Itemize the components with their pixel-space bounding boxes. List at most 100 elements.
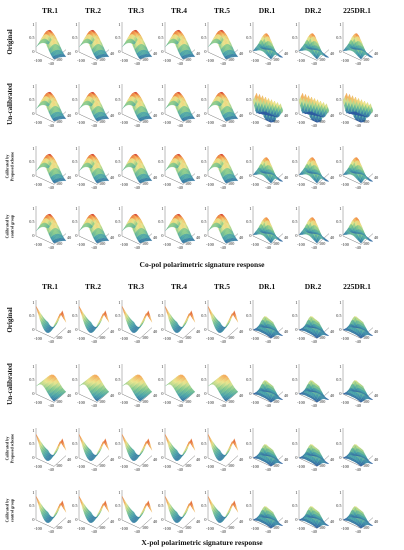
surface-patch: [132, 375, 136, 378]
x-tick-minus100: -100: [206, 242, 214, 247]
z-tick-0.5: 0.5: [158, 97, 163, 102]
z-tick-0.5: 0.5: [201, 377, 206, 382]
column-header-tr4: TR.4: [170, 282, 188, 291]
y-tick-40: 40: [330, 175, 334, 180]
z-tick-1: 1: [339, 206, 341, 211]
z-tick-0: 0: [161, 49, 163, 54]
z-tick-1: 1: [339, 300, 341, 305]
x-tick-minus100: -100: [77, 182, 85, 187]
surface-patch: [132, 41, 136, 45]
x-tick-minus40: -40: [265, 185, 271, 190]
z-tick-0: 0: [295, 233, 297, 238]
z-tick-0.5: 0.5: [201, 35, 206, 40]
z-tick-1: 1: [75, 146, 77, 151]
z-tick-1: 1: [295, 146, 297, 151]
y-tick-40: 40: [110, 175, 114, 180]
surface-patch: [309, 327, 313, 328]
z-tick-0: 0: [249, 327, 251, 332]
x-tick-minus100: -100: [163, 58, 171, 63]
x-tick-minus40: -40: [311, 339, 317, 344]
surface-patch: [218, 321, 223, 326]
z-tick-0.5: 0.5: [292, 35, 297, 40]
y-tick-40: 40: [330, 113, 334, 118]
z-tick-1: 1: [118, 146, 120, 151]
y-tick-100: 100: [228, 57, 234, 62]
z-tick-0: 0: [161, 173, 163, 178]
z-tick-0: 0: [118, 49, 120, 54]
x-tick-minus100: -100: [77, 400, 85, 405]
z-tick-0: 0: [32, 111, 34, 116]
x-tick-minus40: -40: [177, 185, 183, 190]
z-tick-0.5: 0.5: [246, 313, 251, 318]
z-tick-0.5: 0.5: [72, 159, 77, 164]
x-tick-minus40: -40: [91, 185, 97, 190]
z-tick-1: 1: [204, 22, 206, 27]
surface-patch: [132, 165, 136, 169]
column-header-tr3: TR.3: [127, 6, 145, 15]
x-tick-minus40: -40: [48, 403, 54, 408]
z-tick-0: 0: [118, 391, 120, 396]
z-tick-0: 0: [32, 49, 34, 54]
z-tick-1: 1: [339, 22, 341, 27]
surface-patch: [175, 41, 179, 45]
z-tick-0: 0: [75, 49, 77, 54]
y-tick-100: 100: [99, 399, 105, 404]
x-tick-minus100: -100: [297, 58, 305, 63]
z-tick-0: 0: [118, 111, 120, 116]
z-tick-0.5: 0.5: [158, 159, 163, 164]
y-tick-100: 100: [319, 57, 325, 62]
y-tick-40: 40: [196, 235, 200, 240]
x-tick-minus100: -100: [341, 242, 349, 247]
x-tick-minus100: -100: [251, 58, 259, 63]
column-header-tr4: TR.4: [170, 6, 188, 15]
z-tick-0: 0: [339, 111, 341, 116]
surface-patch: [309, 111, 314, 113]
axes-frame: [252, 300, 284, 339]
x-tick-minus40: -40: [48, 339, 54, 344]
z-tick-0.5: 0.5: [201, 313, 206, 318]
axes-frame: [298, 206, 330, 245]
x-tick-minus40: -40: [355, 339, 361, 344]
x-tick-minus100: -100: [34, 120, 42, 125]
column-header-225dr1: 225DR.1: [343, 6, 371, 15]
y-tick-40: 40: [153, 235, 157, 240]
axes-frame: [164, 300, 196, 339]
x-tick-minus40: -40: [220, 339, 226, 344]
x-tick-minus100: -100: [206, 336, 214, 341]
x-tick-minus40: -40: [134, 403, 140, 408]
y-tick-40: 40: [196, 329, 200, 334]
x-tick-minus40: -40: [177, 61, 183, 66]
surface-patch: [218, 165, 222, 169]
y-tick-100: 100: [185, 335, 191, 340]
x-tick-minus40: -40: [311, 185, 317, 190]
z-tick-1: 1: [32, 300, 34, 305]
y-tick-100: 100: [56, 241, 62, 246]
surface-patch: [353, 111, 358, 113]
y-tick-40: 40: [330, 235, 334, 240]
x-tick-minus100: -100: [206, 182, 214, 187]
y-tick-40: 40: [284, 235, 288, 240]
x-tick-minus40: -40: [91, 123, 97, 128]
y-tick-40: 40: [330, 329, 334, 334]
z-tick-0.5: 0.5: [336, 313, 341, 318]
y-tick-100: 100: [185, 181, 191, 186]
y-tick-100: 100: [99, 119, 105, 124]
surface-patch: [132, 225, 136, 229]
y-tick-40: 40: [153, 175, 157, 180]
x-tick-minus100: -100: [34, 242, 42, 247]
y-tick-100: 100: [99, 241, 105, 246]
z-tick-0: 0: [204, 327, 206, 332]
x-tick-minus40: -40: [177, 123, 183, 128]
z-tick-0.5: 0.5: [115, 97, 120, 102]
